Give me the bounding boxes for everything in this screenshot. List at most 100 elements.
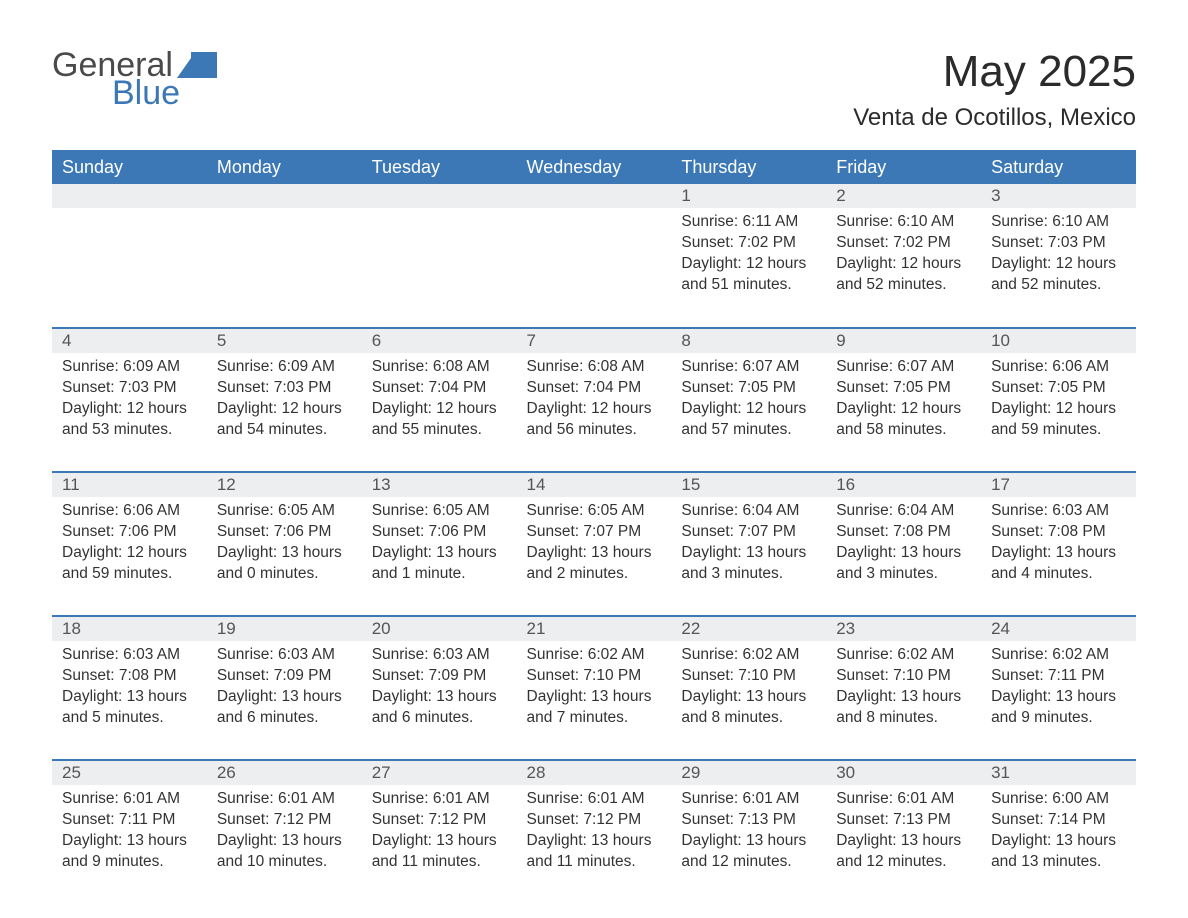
page-header: General Blue May 2025 Venta de Ocotillos… (52, 48, 1136, 132)
day-number: 9 (826, 329, 981, 353)
calendar-day-cell: 8Sunrise: 6:07 AMSunset: 7:05 PMDaylight… (671, 328, 826, 472)
calendar-day-cell: 22Sunrise: 6:02 AMSunset: 7:10 PMDayligh… (671, 616, 826, 760)
logo-word-blue: Blue (112, 76, 219, 110)
calendar-day-cell: 19Sunrise: 6:03 AMSunset: 7:09 PMDayligh… (207, 616, 362, 760)
sunrise-line: Sunrise: 6:10 AM (991, 212, 1126, 233)
empty-daynum (52, 184, 207, 208)
daylight-line: Daylight: 13 hours and 0 minutes. (217, 543, 352, 585)
day-number: 18 (52, 617, 207, 641)
calendar-day-cell: 12Sunrise: 6:05 AMSunset: 7:06 PMDayligh… (207, 472, 362, 616)
sunrise-line: Sunrise: 6:04 AM (836, 501, 971, 522)
sunset-line: Sunset: 7:08 PM (836, 522, 971, 543)
calendar-day-cell: 21Sunrise: 6:02 AMSunset: 7:10 PMDayligh… (517, 616, 672, 760)
daylight-line: Daylight: 12 hours and 52 minutes. (991, 254, 1126, 296)
sunset-line: Sunset: 7:14 PM (991, 810, 1126, 831)
day-number: 5 (207, 329, 362, 353)
sunset-line: Sunset: 7:12 PM (527, 810, 662, 831)
calendar-body: 1Sunrise: 6:11 AMSunset: 7:02 PMDaylight… (52, 184, 1136, 904)
day-body: Sunrise: 6:11 AMSunset: 7:02 PMDaylight:… (671, 208, 826, 306)
calendar-day-cell: 6Sunrise: 6:08 AMSunset: 7:04 PMDaylight… (362, 328, 517, 472)
calendar-day-cell: 26Sunrise: 6:01 AMSunset: 7:12 PMDayligh… (207, 760, 362, 904)
sunset-line: Sunset: 7:05 PM (681, 378, 816, 399)
day-body: Sunrise: 6:02 AMSunset: 7:11 PMDaylight:… (981, 641, 1136, 739)
calendar-day-cell: 24Sunrise: 6:02 AMSunset: 7:11 PMDayligh… (981, 616, 1136, 760)
day-number: 29 (671, 761, 826, 785)
calendar-day-cell: 1Sunrise: 6:11 AMSunset: 7:02 PMDaylight… (671, 184, 826, 328)
daylight-line: Daylight: 12 hours and 55 minutes. (372, 399, 507, 441)
sunrise-line: Sunrise: 6:02 AM (991, 645, 1126, 666)
day-body: Sunrise: 6:02 AMSunset: 7:10 PMDaylight:… (671, 641, 826, 739)
sunrise-line: Sunrise: 6:01 AM (217, 789, 352, 810)
sunset-line: Sunset: 7:07 PM (527, 522, 662, 543)
calendar-day-cell: 13Sunrise: 6:05 AMSunset: 7:06 PMDayligh… (362, 472, 517, 616)
sunset-line: Sunset: 7:04 PM (527, 378, 662, 399)
day-number: 23 (826, 617, 981, 641)
empty-daynum (207, 184, 362, 208)
daylight-line: Daylight: 12 hours and 53 minutes. (62, 399, 197, 441)
day-body: Sunrise: 6:05 AMSunset: 7:07 PMDaylight:… (517, 497, 672, 595)
daylight-line: Daylight: 13 hours and 5 minutes. (62, 687, 197, 729)
calendar-table: SundayMondayTuesdayWednesdayThursdayFrid… (52, 150, 1136, 904)
day-number: 12 (207, 473, 362, 497)
day-number: 30 (826, 761, 981, 785)
sunset-line: Sunset: 7:07 PM (681, 522, 816, 543)
day-body: Sunrise: 6:02 AMSunset: 7:10 PMDaylight:… (517, 641, 672, 739)
weekday-header: Friday (826, 151, 981, 185)
daylight-line: Daylight: 12 hours and 57 minutes. (681, 399, 816, 441)
calendar-day-cell: 2Sunrise: 6:10 AMSunset: 7:02 PMDaylight… (826, 184, 981, 328)
day-body: Sunrise: 6:10 AMSunset: 7:02 PMDaylight:… (826, 208, 981, 306)
daylight-line: Daylight: 13 hours and 8 minutes. (681, 687, 816, 729)
day-number: 26 (207, 761, 362, 785)
daylight-line: Daylight: 13 hours and 1 minute. (372, 543, 507, 585)
daylight-line: Daylight: 13 hours and 11 minutes. (372, 831, 507, 873)
weekday-header: Thursday (671, 151, 826, 185)
calendar-day-cell: 31Sunrise: 6:00 AMSunset: 7:14 PMDayligh… (981, 760, 1136, 904)
day-number: 15 (671, 473, 826, 497)
sunset-line: Sunset: 7:13 PM (681, 810, 816, 831)
calendar-day-cell: 18Sunrise: 6:03 AMSunset: 7:08 PMDayligh… (52, 616, 207, 760)
day-number: 6 (362, 329, 517, 353)
day-number: 7 (517, 329, 672, 353)
day-body: Sunrise: 6:05 AMSunset: 7:06 PMDaylight:… (207, 497, 362, 595)
day-body: Sunrise: 6:06 AMSunset: 7:06 PMDaylight:… (52, 497, 207, 595)
day-body: Sunrise: 6:00 AMSunset: 7:14 PMDaylight:… (981, 785, 1136, 883)
day-body: Sunrise: 6:07 AMSunset: 7:05 PMDaylight:… (671, 353, 826, 451)
daylight-line: Daylight: 13 hours and 6 minutes. (217, 687, 352, 729)
sunrise-line: Sunrise: 6:01 AM (62, 789, 197, 810)
sunrise-line: Sunrise: 6:02 AM (527, 645, 662, 666)
sunrise-line: Sunrise: 6:07 AM (681, 357, 816, 378)
month-title: May 2025 (853, 48, 1136, 96)
calendar-day-cell: 29Sunrise: 6:01 AMSunset: 7:13 PMDayligh… (671, 760, 826, 904)
calendar-empty-cell (517, 184, 672, 328)
weekday-header: Saturday (981, 151, 1136, 185)
sunset-line: Sunset: 7:10 PM (527, 666, 662, 687)
day-body: Sunrise: 6:01 AMSunset: 7:13 PMDaylight:… (826, 785, 981, 883)
calendar-day-cell: 17Sunrise: 6:03 AMSunset: 7:08 PMDayligh… (981, 472, 1136, 616)
day-number: 22 (671, 617, 826, 641)
sunrise-line: Sunrise: 6:01 AM (527, 789, 662, 810)
sunset-line: Sunset: 7:06 PM (372, 522, 507, 543)
sunrise-line: Sunrise: 6:10 AM (836, 212, 971, 233)
calendar-day-cell: 25Sunrise: 6:01 AMSunset: 7:11 PMDayligh… (52, 760, 207, 904)
daylight-line: Daylight: 13 hours and 12 minutes. (836, 831, 971, 873)
sunrise-line: Sunrise: 6:08 AM (372, 357, 507, 378)
sunset-line: Sunset: 7:06 PM (62, 522, 197, 543)
day-body: Sunrise: 6:01 AMSunset: 7:11 PMDaylight:… (52, 785, 207, 883)
day-number: 31 (981, 761, 1136, 785)
day-body: Sunrise: 6:09 AMSunset: 7:03 PMDaylight:… (52, 353, 207, 451)
calendar-day-cell: 28Sunrise: 6:01 AMSunset: 7:12 PMDayligh… (517, 760, 672, 904)
sunset-line: Sunset: 7:08 PM (62, 666, 197, 687)
sunset-line: Sunset: 7:05 PM (991, 378, 1126, 399)
sunset-line: Sunset: 7:11 PM (991, 666, 1126, 687)
calendar-day-cell: 20Sunrise: 6:03 AMSunset: 7:09 PMDayligh… (362, 616, 517, 760)
sunrise-line: Sunrise: 6:02 AM (836, 645, 971, 666)
sunrise-line: Sunrise: 6:09 AM (217, 357, 352, 378)
sunrise-line: Sunrise: 6:02 AM (681, 645, 816, 666)
sunset-line: Sunset: 7:13 PM (836, 810, 971, 831)
day-body: Sunrise: 6:03 AMSunset: 7:08 PMDaylight:… (981, 497, 1136, 595)
sunrise-line: Sunrise: 6:01 AM (836, 789, 971, 810)
day-body: Sunrise: 6:08 AMSunset: 7:04 PMDaylight:… (362, 353, 517, 451)
sunset-line: Sunset: 7:04 PM (372, 378, 507, 399)
daylight-line: Daylight: 13 hours and 3 minutes. (681, 543, 816, 585)
sunset-line: Sunset: 7:09 PM (217, 666, 352, 687)
